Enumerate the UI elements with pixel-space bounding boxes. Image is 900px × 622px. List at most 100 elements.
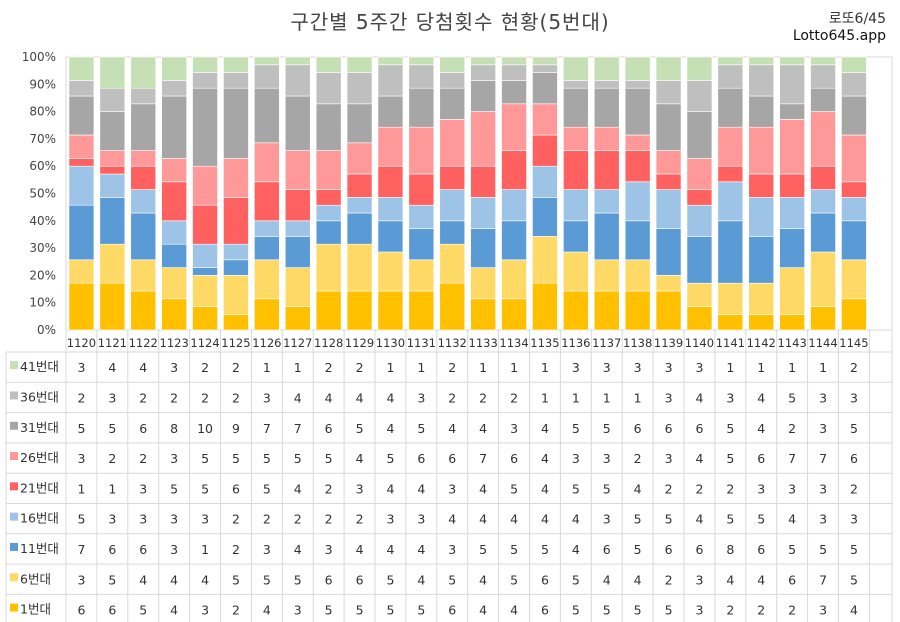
bar-segment xyxy=(284,95,311,151)
bar-segment xyxy=(655,189,682,229)
data-label: 3 xyxy=(139,512,147,527)
bar-segment xyxy=(748,56,775,66)
data-label: 1 xyxy=(819,360,827,375)
bar-segment xyxy=(315,56,342,73)
bar-segment xyxy=(223,197,249,245)
bar-segment xyxy=(408,204,435,229)
data-label: 2 xyxy=(356,512,364,527)
bar-segment xyxy=(686,236,713,284)
bar-segment xyxy=(593,56,620,81)
bar-segment xyxy=(254,259,280,300)
data-label: 4 xyxy=(356,451,364,466)
data-label: 5 xyxy=(788,542,796,557)
bar-segment xyxy=(408,56,435,66)
legend-swatch xyxy=(10,573,18,582)
data-label: 5 xyxy=(510,542,518,557)
data-label: 8 xyxy=(170,421,178,436)
bar-segment xyxy=(563,87,589,128)
bar-segment xyxy=(532,56,558,66)
data-label: 1 xyxy=(788,360,796,375)
bar-segment xyxy=(223,72,249,89)
data-label: 1 xyxy=(108,481,116,496)
bar-segment xyxy=(563,126,589,151)
bar-segment xyxy=(470,80,496,112)
bar-segment xyxy=(254,181,280,222)
data-label: 1 xyxy=(757,360,765,375)
data-label: 3 xyxy=(695,603,703,618)
x-category-label: 1140 xyxy=(685,336,714,350)
legend-swatch xyxy=(10,361,18,370)
bar-segment xyxy=(161,95,187,159)
bar-segment xyxy=(779,314,805,331)
data-label: 2 xyxy=(232,512,240,527)
bar-segment xyxy=(717,64,744,89)
data-label: 4 xyxy=(572,542,580,557)
bar-segment xyxy=(748,95,775,128)
data-label: 2 xyxy=(139,451,147,466)
data-label: 4 xyxy=(479,481,487,496)
data-label: 2 xyxy=(294,512,302,527)
y-tick-label: 30% xyxy=(29,241,56,255)
bar-segment xyxy=(841,181,867,198)
bar-segment xyxy=(68,80,95,97)
data-label: 2 xyxy=(788,421,796,436)
data-label: 3 xyxy=(417,390,425,405)
x-category-label: 1128 xyxy=(314,336,343,350)
bar-segment xyxy=(717,165,744,183)
data-label: 4 xyxy=(294,390,302,405)
data-label: 3 xyxy=(819,512,827,527)
bar-segment xyxy=(377,220,404,253)
x-category-label: 1121 xyxy=(98,336,127,350)
y-tick-label: 50% xyxy=(29,187,56,201)
data-label: 2 xyxy=(726,603,734,618)
bar-segment xyxy=(593,126,620,151)
bar-segment xyxy=(532,134,558,167)
data-label: 3 xyxy=(201,512,209,527)
bar-segment xyxy=(686,80,713,112)
bar-segment xyxy=(377,165,404,198)
bar-segment xyxy=(810,64,836,89)
data-label: 1 xyxy=(510,360,518,375)
bar-segment xyxy=(624,181,651,222)
bar-segment xyxy=(686,306,713,331)
bar-segment xyxy=(655,80,682,105)
data-label: 4 xyxy=(139,360,147,375)
data-label: 4 xyxy=(757,572,765,587)
legend-label: 26번대 xyxy=(20,450,59,465)
data-label: 5 xyxy=(510,572,518,587)
data-label: 4 xyxy=(417,481,425,496)
data-label: 2 xyxy=(510,390,518,405)
bar-segment xyxy=(624,80,651,89)
bar-segment xyxy=(68,282,95,331)
x-category-label: 1138 xyxy=(623,336,652,350)
bar-segment xyxy=(779,64,805,105)
data-label: 6 xyxy=(757,542,765,557)
legend-swatch xyxy=(10,603,18,612)
data-label: 5 xyxy=(325,603,333,618)
data-label: 2 xyxy=(695,481,703,496)
data-label: 3 xyxy=(263,542,271,557)
bar-segment xyxy=(284,220,311,237)
bar-segment xyxy=(532,236,558,284)
data-label: 4 xyxy=(386,390,394,405)
bar-segment xyxy=(192,72,218,89)
bar-segment xyxy=(655,150,682,175)
data-label: 4 xyxy=(170,603,178,618)
data-label: 6 xyxy=(108,542,116,557)
bar-segment xyxy=(99,197,126,245)
bar-segment xyxy=(254,64,280,89)
data-label: 3 xyxy=(850,512,858,527)
bar-segment xyxy=(408,259,435,292)
legend-label: 31번대 xyxy=(20,420,59,435)
x-category-label: 1130 xyxy=(376,336,405,350)
data-label: 1 xyxy=(634,390,642,405)
bar-segment xyxy=(624,290,651,331)
data-label: 4 xyxy=(417,542,425,557)
data-label: 3 xyxy=(665,360,673,375)
data-label: 2 xyxy=(726,481,734,496)
data-label: 4 xyxy=(263,603,271,618)
bar-segment xyxy=(377,290,404,331)
bar-segment xyxy=(346,56,373,73)
bar-segment xyxy=(470,197,496,229)
data-label: 2 xyxy=(850,360,858,375)
